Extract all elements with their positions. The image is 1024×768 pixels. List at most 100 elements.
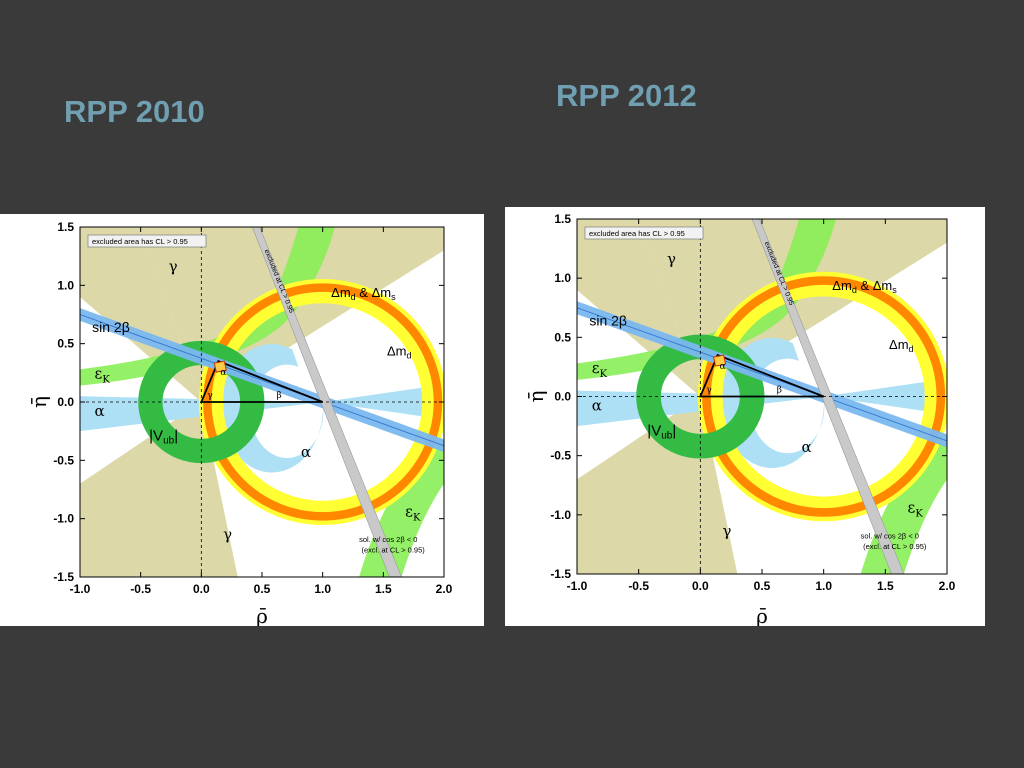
sol-note-1: sol. w/ cos 2β < 0 <box>359 535 417 544</box>
vub-label: |Vub| <box>647 423 676 442</box>
vub-sub: ub <box>163 436 175 447</box>
sol-note-2: (excl. at CL > 0.95) <box>361 546 425 555</box>
gamma-label-top: γ <box>169 257 178 275</box>
alpha-label-bottom: α <box>801 438 811 456</box>
y-tick-label: 1.0 <box>554 271 571 285</box>
dmd-dms-sym: Δm <box>832 278 852 293</box>
legend-box <box>87 234 207 248</box>
vub-sub: ub <box>661 431 673 442</box>
vub-end: | <box>672 423 676 440</box>
x-tick-label: -1.0 <box>70 582 91 596</box>
x-tick-label: 1.5 <box>375 582 392 596</box>
title-rpp-2010: RPP 2010 <box>64 94 205 129</box>
epsk-sub: K <box>600 369 608 380</box>
dmd-sub: d <box>406 350 411 360</box>
apex-region <box>713 354 727 367</box>
dmd-dms-sub2: s <box>391 292 396 302</box>
y-tick-label: 0.5 <box>57 337 74 351</box>
epsk2-sub: K <box>915 508 923 519</box>
dmd-dms-sub1: d <box>852 285 857 295</box>
apex-region <box>213 360 227 373</box>
vub-end: | <box>174 428 178 445</box>
vub-symbol: |V <box>647 423 661 440</box>
y-tick-label: -1.5 <box>53 570 74 584</box>
alpha-band-right <box>322 384 444 420</box>
ckm-plot-rpp-2012: -1.0 -0.5 0.0 0.5 1.0 1.5 2.0 1.5 1.0 0.5 0.0 -0.5 -… <box>505 207 985 626</box>
y-tick-label: 1.0 <box>57 278 74 292</box>
legend-box <box>584 226 704 240</box>
title-rpp-2012: RPP 2012 <box>556 78 697 113</box>
tri-alpha-label: α <box>720 362 726 372</box>
dmd-sym: Δm <box>889 337 909 352</box>
y-tick-label: 0.0 <box>554 390 571 404</box>
x-tick-label: 0.0 <box>692 579 709 593</box>
alpha-label-left: α <box>592 397 602 415</box>
tri-alpha-label: α <box>220 368 226 378</box>
epsk2-sub: K <box>413 512 421 523</box>
epsk2-symbol: ε <box>908 498 916 516</box>
tri-beta-label: β <box>277 391 282 401</box>
dmd-sym: Δm <box>387 343 407 358</box>
alpha-label-left: α <box>95 402 105 420</box>
vub-symbol: |V <box>149 428 163 445</box>
gamma-label-bottom: γ <box>223 526 232 544</box>
x-tick-label: 2.0 <box>436 582 453 596</box>
dmd-dms-label: Δmd & Δms <box>331 285 396 302</box>
y-tick-label: -1.0 <box>53 512 74 526</box>
y-tick-label: 0.0 <box>57 395 74 409</box>
y-axis-label: η̄ <box>524 391 548 403</box>
y-tick-label: -1.5 <box>550 567 571 581</box>
x-tick-label: 2.0 <box>939 579 956 593</box>
epsk-label-lower: εK <box>405 502 421 523</box>
tri-gamma-label: γ <box>706 386 711 396</box>
dmd-dms-amp: & Δm <box>857 278 892 293</box>
epsk-sub: K <box>102 375 110 386</box>
x-axis-label: ρ̄ <box>756 604 768 626</box>
epsk-symbol: ε <box>95 365 103 383</box>
epsk-label-lower: εK <box>908 498 924 519</box>
dmd-dms-label: Δmd & Δms <box>832 278 897 295</box>
sin2b-label: sin 2β <box>92 319 130 335</box>
y-tick-label: 1.5 <box>57 220 74 234</box>
y-tick-label: 1.5 <box>554 212 571 226</box>
ckm-plot-rpp-2010: -1.0 -0.5 0.0 0.5 1.0 1.5 2.0 1.5 1.0 0.5 0.0 -0.5 -… <box>0 214 484 626</box>
dmd-sub: d <box>909 344 914 354</box>
x-tick-label: 0.0 <box>193 582 210 596</box>
unitarity-triangle <box>698 353 824 398</box>
epsk-label: εK <box>95 365 111 386</box>
sol-note-1: sol. w/ cos 2β < 0 <box>861 532 919 541</box>
excluded-strip <box>751 219 905 574</box>
dmd-dms-amp: & Δm <box>356 285 391 300</box>
tri-gamma-label: γ <box>207 391 212 401</box>
tri-beta-label: β <box>777 386 782 396</box>
sol-note-2: (excl. at CL > 0.95) <box>863 542 927 551</box>
epsk2-symbol: ε <box>405 502 413 520</box>
gamma-label-top: γ <box>667 250 676 268</box>
epsk-label: εK <box>592 359 608 380</box>
dmd-dms-sym: Δm <box>331 285 351 300</box>
y-tick-label: 0.5 <box>554 330 571 344</box>
y-tick-label: -0.5 <box>53 453 74 467</box>
dmd-label: Δmd <box>387 343 412 360</box>
epsk-symbol: ε <box>592 359 600 377</box>
alpha-label-bottom: α <box>301 443 311 461</box>
x-axis-label: ρ̄ <box>256 604 268 626</box>
legend-text: excluded area has CL > 0.95 <box>92 237 188 246</box>
x-tick-label: -0.5 <box>130 582 151 596</box>
x-tick-label: 0.5 <box>754 579 771 593</box>
y-tick-label: -0.5 <box>550 449 571 463</box>
y-axis-label: η̄ <box>27 396 51 408</box>
x-tick-label: 0.5 <box>254 582 271 596</box>
legend-text: excluded area has CL > 0.95 <box>589 229 685 238</box>
x-tick-label: -1.0 <box>567 579 588 593</box>
x-tick-label: -0.5 <box>628 579 649 593</box>
vub-label: |Vub| <box>149 428 178 447</box>
unitarity-triangle <box>199 360 323 403</box>
y-tick-label: -1.0 <box>550 508 571 522</box>
dmd-dms-sub2: s <box>892 285 897 295</box>
x-tick-label: 1.0 <box>314 582 331 596</box>
x-tick-label: 1.5 <box>877 579 894 593</box>
sin2b-label: sin 2β <box>589 313 627 329</box>
dmd-dms-sub1: d <box>351 292 356 302</box>
gamma-label-bottom: γ <box>723 522 732 540</box>
